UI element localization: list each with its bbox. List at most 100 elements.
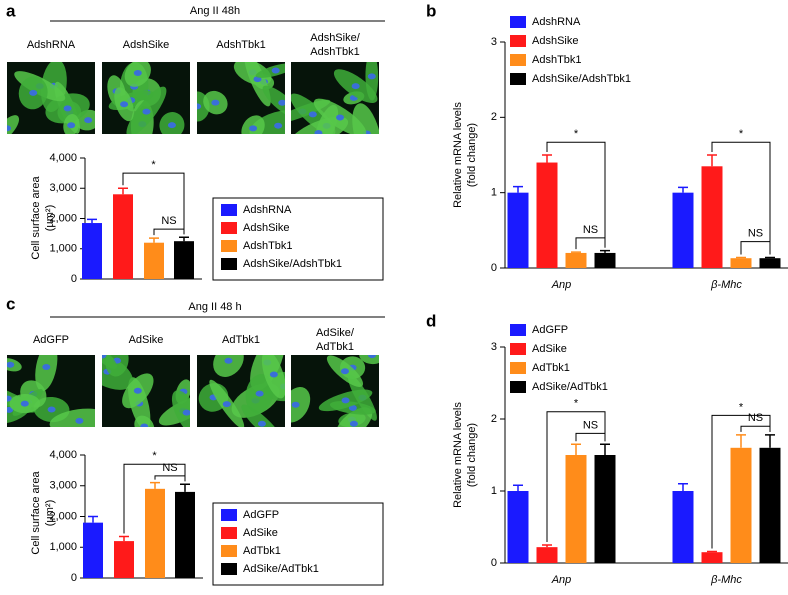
significance-bracket — [122, 172, 185, 235]
nucleus — [314, 129, 323, 134]
bar — [594, 252, 616, 268]
legend-swatch — [221, 222, 237, 234]
legend-label: AdSike — [243, 527, 278, 539]
bar — [536, 547, 558, 563]
nucleus — [368, 355, 377, 359]
error-bar — [600, 443, 610, 455]
nucleus — [182, 409, 190, 416]
nucleus — [274, 122, 283, 129]
bar — [701, 552, 723, 563]
nucleus — [308, 111, 317, 118]
legend-label: AdSike — [532, 343, 567, 355]
legend-swatch — [510, 362, 526, 374]
error-bar — [765, 256, 775, 259]
nucleus — [351, 83, 360, 90]
y-axis-label: Cell surface area — [30, 176, 42, 260]
error-bar — [180, 483, 190, 492]
nucleus — [142, 108, 151, 115]
significance-bracket — [546, 141, 606, 248]
legend-label: AdTbk1 — [243, 545, 281, 557]
nucleus — [63, 105, 72, 112]
nucleus — [7, 361, 15, 368]
legend-label: AdGFP — [532, 324, 568, 336]
significance-label: NS — [162, 462, 177, 474]
nucleus — [224, 357, 233, 364]
micrograph — [7, 62, 95, 134]
nucleus — [47, 406, 56, 413]
nucleus — [140, 423, 149, 427]
x-tick-label: β-Mhc — [710, 279, 742, 291]
significance-label: * — [739, 128, 744, 140]
legend-label: AdTbk1 — [532, 362, 570, 374]
bar — [174, 241, 194, 279]
image-label: AdTbk1 — [316, 341, 354, 353]
legend-swatch — [510, 343, 526, 355]
micrograph — [197, 62, 285, 134]
legend-swatch — [221, 258, 237, 270]
y-tick-label: 0 — [491, 557, 497, 569]
bar — [507, 491, 529, 563]
significance-bracket — [153, 228, 185, 236]
nucleus — [211, 99, 220, 106]
error-bar — [571, 443, 581, 455]
legend-swatch — [221, 545, 237, 557]
legend-label: AdshSike/AdshTbk1 — [243, 258, 342, 270]
legend-swatch — [510, 73, 526, 85]
header: Ang II 48 h — [188, 301, 241, 313]
y-tick-label: 0 — [71, 273, 77, 285]
image-label: AdTbk1 — [222, 334, 260, 346]
error-bar — [542, 154, 552, 163]
cells — [107, 62, 185, 134]
micrograph — [102, 355, 190, 427]
error-bar — [736, 434, 746, 448]
error-bar — [678, 483, 688, 491]
significance-bracket — [711, 141, 771, 255]
nucleus — [29, 89, 38, 96]
x-tick-label: Anp — [551, 574, 572, 586]
image-label: AdshTbk1 — [216, 39, 266, 51]
nucleus — [367, 73, 376, 80]
error-bar — [707, 154, 717, 167]
error-bar — [542, 544, 552, 548]
nucleus — [133, 70, 142, 77]
bar — [114, 541, 134, 578]
y-tick-label: 2,000 — [49, 212, 77, 224]
y-tick-label: 2 — [491, 413, 497, 425]
image-label: AdshRNA — [27, 39, 76, 51]
legend-label: AdSike/AdTbk1 — [243, 563, 319, 575]
panel-letter: c — [6, 294, 15, 313]
significance-label: NS — [748, 412, 763, 424]
significance-bracket — [123, 463, 186, 534]
panel-letter: a — [6, 1, 16, 20]
y-axis-label: (fold change) — [466, 123, 478, 187]
micrograph — [197, 355, 285, 427]
nucleus — [257, 420, 266, 427]
y-tick-label: 0 — [491, 262, 497, 274]
error-bar — [513, 484, 523, 491]
error-bar — [765, 434, 775, 448]
nucleus — [167, 122, 176, 129]
error-bar — [150, 481, 160, 489]
error-bar — [88, 515, 98, 523]
legend-label: AdshTbk1 — [532, 54, 582, 66]
legend-box — [212, 502, 384, 586]
image-label: AdshSike/ — [310, 32, 360, 44]
bar — [594, 455, 616, 563]
error-bar — [118, 187, 128, 195]
y-axis-label: Relative mRNA levels — [452, 102, 464, 208]
legend-swatch — [510, 35, 526, 47]
y-axis-label: (µm²) — [44, 205, 56, 232]
legend-swatch — [510, 324, 526, 336]
cells — [198, 355, 285, 427]
bar — [701, 166, 723, 268]
error-bar — [736, 256, 746, 259]
nucleus — [84, 117, 93, 124]
bar — [672, 491, 694, 563]
y-tick-label: 3,000 — [49, 182, 77, 194]
nucleus — [269, 371, 278, 378]
nucleus — [102, 355, 107, 359]
image-label: AdSike — [129, 334, 164, 346]
significance-label: * — [574, 128, 579, 140]
bar — [113, 194, 133, 279]
y-axis-label: Relative mRNA levels — [452, 402, 464, 508]
